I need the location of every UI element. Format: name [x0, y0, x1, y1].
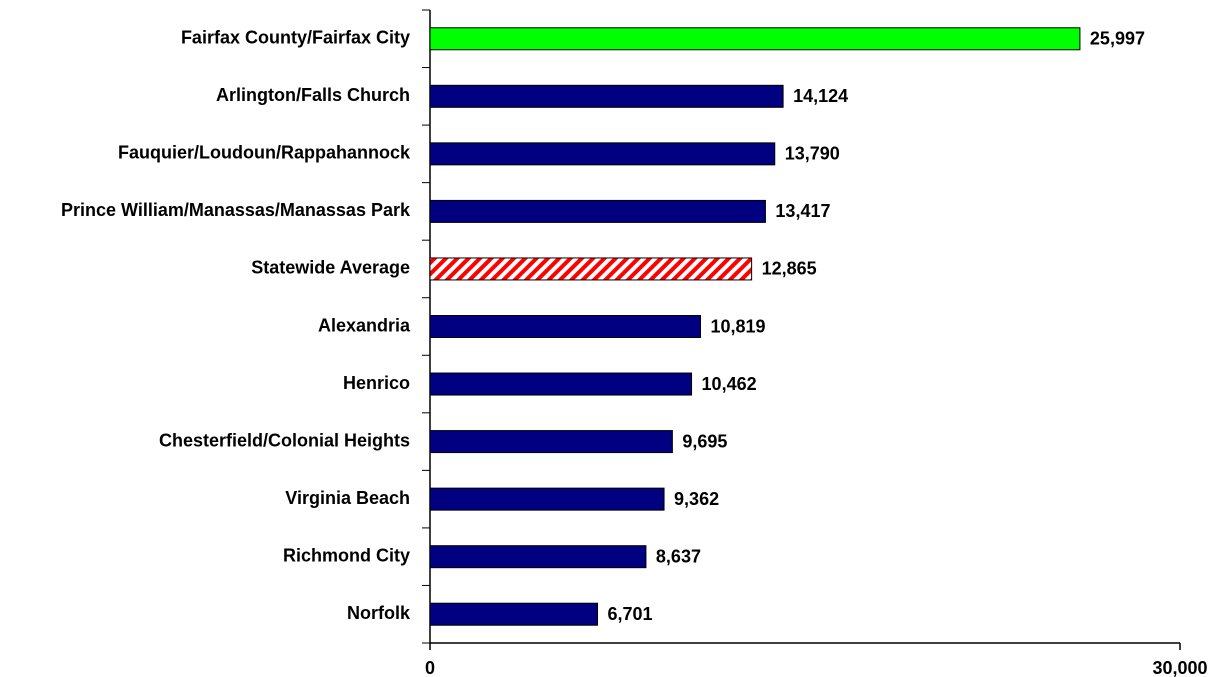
bar [429, 315, 701, 338]
y-tick-label: Chesterfield/Colonial Heights [159, 430, 410, 450]
y-tick-label: Fairfax County/Fairfax City [181, 28, 410, 48]
bar [429, 257, 753, 281]
value-label: 9,362 [674, 489, 719, 509]
bar [429, 545, 647, 569]
value-label: 8,637 [656, 546, 701, 566]
y-tick-label: Alexandria [318, 315, 411, 335]
y-tick-label: Henrico [343, 373, 410, 393]
bar [429, 199, 766, 223]
y-tick-label: Richmond City [283, 545, 410, 565]
bar [429, 27, 1081, 51]
y-tick-label: Norfolk [347, 603, 411, 623]
value-label: 14,124 [793, 86, 848, 106]
y-tick-label: Prince William/Manassas/Manassas Park [61, 200, 411, 220]
bar [429, 430, 673, 454]
value-label: 13,790 [785, 144, 840, 164]
bar [429, 372, 693, 396]
value-label: 25,997 [1090, 29, 1145, 49]
y-tick-label: Virginia Beach [285, 488, 410, 508]
x-tick-label: 0 [425, 658, 435, 677]
value-label: 10,462 [702, 374, 757, 394]
value-label: 12,865 [762, 259, 817, 279]
y-tick-label: Arlington/Falls Church [216, 85, 410, 105]
bar [429, 142, 776, 166]
value-label: 10,819 [710, 316, 765, 336]
bar [429, 602, 599, 626]
value-label: 9,695 [682, 431, 727, 451]
value-label: 6,701 [608, 604, 653, 624]
value-label: 13,417 [775, 201, 830, 221]
y-tick-label: Statewide Average [251, 258, 410, 278]
y-tick-label: Fauquier/Loudoun/Rappahannock [118, 143, 411, 163]
bar [429, 487, 665, 511]
bar [429, 84, 784, 108]
x-tick-label: 30,000 [1152, 658, 1207, 677]
